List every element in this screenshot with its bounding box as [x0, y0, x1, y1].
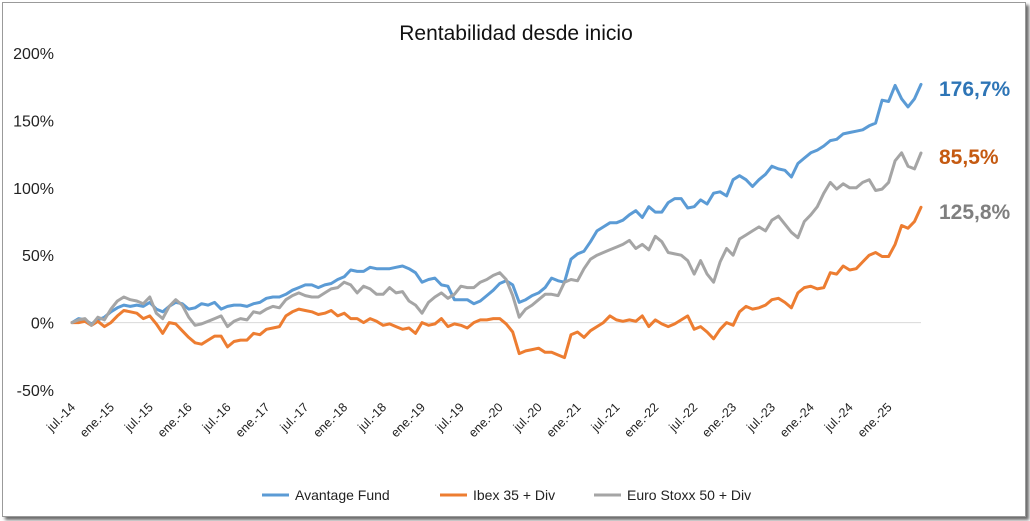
x-tick-label: jul.-24 — [821, 400, 856, 435]
y-tick-label: -50% — [17, 383, 54, 400]
x-tick-label: jul.-16 — [199, 400, 234, 435]
x-tick-label: ene.-17 — [233, 400, 273, 440]
x-axis: jul.-14 ene.-15 jul.-15 ene.-16 jul.-16 ene.-… — [43, 400, 894, 440]
x-tick-label: ene.-22 — [622, 400, 662, 440]
chart-title: Rentabilidad desde inicio — [399, 22, 633, 45]
line-chart: Rentabilidad desde inicio 200% 150% 100% 50… — [13, 22, 1011, 503]
y-tick-label: 100% — [13, 181, 54, 198]
x-tick-label: jul.-17 — [277, 400, 312, 435]
x-tick-label: ene.-25 — [855, 400, 895, 440]
y-tick-label: 50% — [22, 248, 54, 265]
series-line — [70, 82, 923, 326]
x-tick-label: ene.-15 — [77, 400, 117, 440]
y-tick-label: 0% — [31, 316, 54, 333]
y-tick-label: 200% — [13, 46, 54, 63]
end-value-label: 176,7% — [939, 78, 1011, 101]
series-line — [70, 151, 923, 329]
x-tick-label: jul.-18 — [355, 400, 390, 435]
series-line — [70, 205, 923, 360]
x-tick-label: jul.-14 — [43, 400, 78, 435]
end-labels: 176,7% 85,5% 125,8% — [939, 78, 1011, 224]
x-tick-label: ene.-20 — [466, 400, 506, 440]
x-tick-label: ene.-23 — [699, 400, 739, 440]
x-tick-label: jul.-19 — [432, 400, 467, 435]
y-axis: 200% 150% 100% 50% 0% -50% — [13, 46, 54, 400]
legend-label: Ibex 35 + Div — [473, 487, 555, 503]
x-tick-label: jul.-22 — [666, 400, 701, 435]
x-tick-label: ene.-16 — [155, 400, 195, 440]
x-tick-label: jul.-20 — [510, 400, 545, 435]
legend: Avantage Fund Ibex 35 + Div Euro Stoxx 50 … — [262, 487, 751, 503]
legend-label: Avantage Fund — [295, 487, 390, 503]
x-tick-label: jul.-21 — [588, 400, 623, 435]
x-tick-label: ene.-18 — [310, 400, 350, 440]
x-tick-label: ene.-19 — [388, 400, 428, 440]
x-tick-label: jul.-23 — [743, 400, 778, 435]
end-value-label: 125,8% — [939, 201, 1011, 224]
y-tick-label: 150% — [13, 113, 54, 130]
series-lines — [70, 82, 923, 360]
x-tick-label: ene.-24 — [777, 400, 817, 440]
x-tick-label: ene.-21 — [544, 400, 584, 440]
end-value-label: 85,5% — [939, 146, 999, 169]
legend-label: Euro Stoxx 50 + Div — [627, 487, 751, 503]
x-tick-label: jul.-15 — [121, 400, 156, 435]
